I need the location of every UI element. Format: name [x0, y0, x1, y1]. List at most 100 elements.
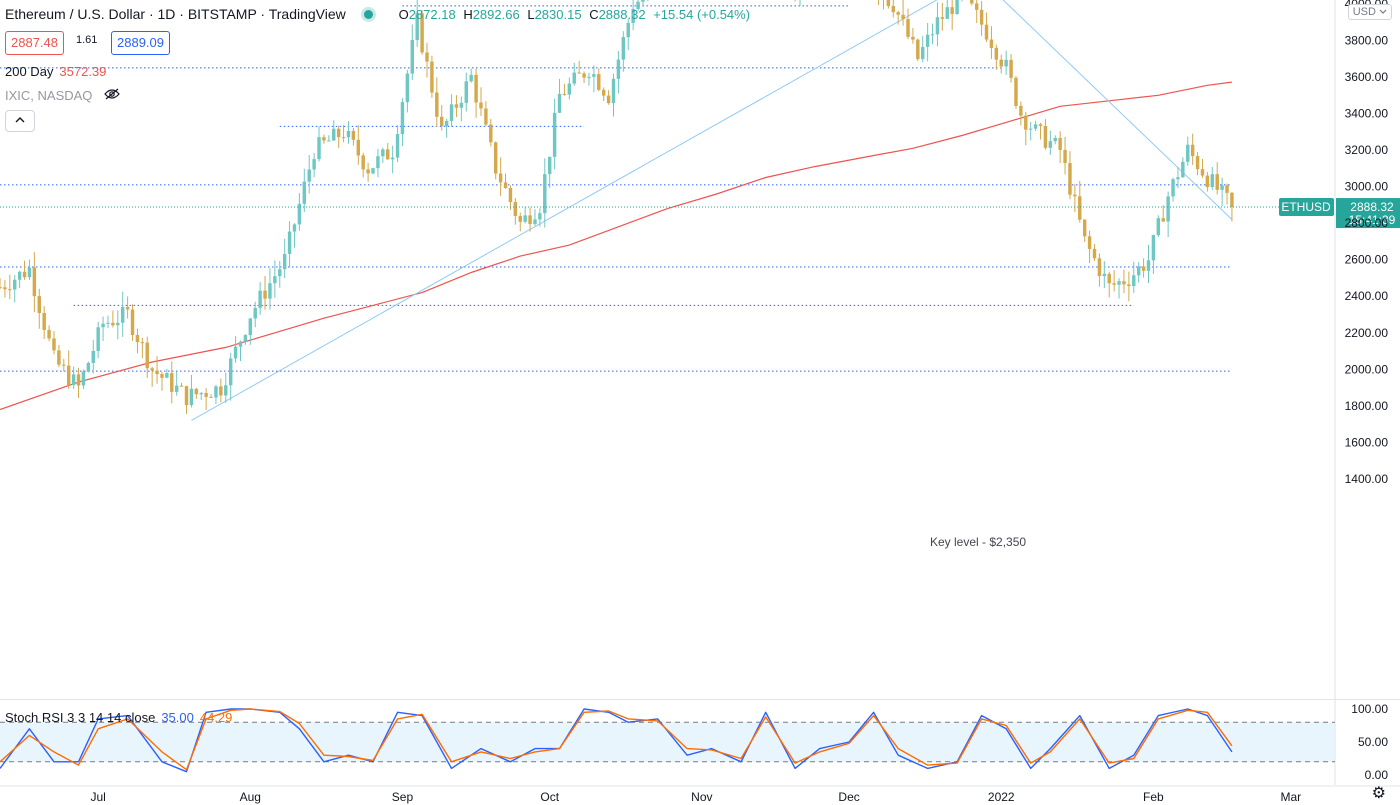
candle-body: [449, 104, 454, 122]
ma-legend[interactable]: 200 Day 3572.39: [5, 64, 106, 79]
candle-body: [140, 342, 145, 344]
candle-body: [76, 374, 81, 386]
candle-down: [984, 12, 989, 43]
buy-price-button[interactable]: 2889.09: [111, 31, 170, 55]
candle-up: [390, 145, 395, 174]
candle-up: [91, 339, 95, 374]
candle-up: [572, 62, 576, 86]
candle-down: [508, 185, 513, 210]
candle-up: [621, 31, 626, 72]
candle-body: [911, 36, 915, 40]
candle-down: [882, 0, 884, 10]
candle-up: [1166, 191, 1170, 238]
candle-up: [557, 78, 562, 114]
candle-down: [606, 90, 611, 105]
candle-body: [1019, 105, 1023, 116]
candle-body: [557, 93, 562, 113]
candle-body: [1073, 194, 1077, 197]
candle-up: [312, 153, 316, 178]
time-tick-label: Nov: [691, 790, 712, 804]
candle-body: [1151, 235, 1156, 261]
collapse-legend-button[interactable]: [5, 110, 35, 132]
low-label: L: [527, 7, 535, 22]
time-tick-label: 2022: [988, 790, 1015, 804]
candle-up: [253, 301, 257, 328]
candle-up: [587, 72, 591, 86]
candle-body: [327, 140, 331, 142]
candle-up: [1186, 136, 1190, 166]
candle-body: [547, 156, 552, 175]
candle-body: [454, 104, 459, 108]
candle-body: [366, 169, 370, 174]
candle-body: [1146, 260, 1151, 271]
candle-body: [0, 287, 2, 289]
candle-down: [518, 212, 522, 232]
candle-down: [1068, 151, 1072, 200]
candle-down: [1225, 183, 1229, 205]
compare-legend[interactable]: IXIC, NASDAQ: [5, 88, 120, 103]
candle-body: [361, 155, 365, 170]
candle-body: [503, 182, 508, 189]
horizontal-levels: [0, 5, 1232, 372]
hidden-eye-icon[interactable]: [104, 88, 120, 103]
candle-body: [150, 368, 154, 371]
candle-body: [400, 102, 405, 135]
candle-body: [287, 231, 292, 254]
candle-down: [974, 0, 979, 24]
candle-up: [27, 259, 32, 281]
candle-up: [278, 261, 282, 288]
candle-body: [52, 338, 56, 351]
price-tick-label: 1800.00: [1345, 399, 1389, 413]
candle-up: [1117, 278, 1121, 299]
candle-body: [1166, 196, 1170, 222]
candle-down: [135, 328, 140, 354]
candle-up: [1102, 261, 1107, 289]
candle-down: [950, 0, 954, 31]
candle-down: [386, 142, 390, 160]
candle-up: [1053, 135, 1057, 145]
currency-selector[interactable]: USD: [1347, 4, 1392, 20]
candle-down: [130, 304, 135, 341]
candle-up: [268, 268, 272, 310]
symbol-title[interactable]: Ethereum / U.S. Dollar · 1D · BITSTAMP ·…: [5, 6, 346, 22]
candle-body: [925, 34, 930, 47]
candle-down: [361, 152, 365, 178]
trendlines: [191, 0, 1233, 421]
open-value: 2872.18: [408, 7, 456, 22]
candle-body: [1043, 126, 1048, 148]
candle-down: [582, 71, 586, 83]
candle-body: [111, 322, 115, 326]
candle-body: [533, 219, 537, 225]
price-tick-label: 2600.00: [1345, 253, 1389, 267]
candle-body: [425, 52, 429, 62]
candle-down: [420, 9, 424, 55]
candle-up: [935, 2, 940, 47]
candle-up: [1151, 234, 1156, 275]
stoch-legend[interactable]: Stoch RSI 3 3 14 14 close 35.00 44.29: [5, 710, 232, 725]
candle-down: [577, 60, 581, 74]
candle-body: [22, 271, 27, 278]
candle-up: [626, 18, 630, 50]
candle-down: [184, 385, 189, 414]
candle-body: [228, 358, 233, 386]
candle-body: [57, 350, 61, 365]
candle-down: [8, 274, 12, 300]
candle-up: [1220, 177, 1224, 206]
market-open-icon: [363, 10, 373, 20]
price-tick-label: 3600.00: [1345, 70, 1389, 84]
candle-body: [1053, 138, 1057, 142]
candle-down: [484, 101, 488, 126]
candle-down: [999, 54, 1003, 74]
candle-up: [444, 118, 449, 138]
candle-down: [474, 68, 478, 118]
candle-body: [410, 40, 414, 74]
candle-body: [498, 173, 503, 183]
sell-price-button[interactable]: 2887.48: [5, 31, 64, 55]
candle-body: [307, 169, 311, 182]
candle-down: [209, 394, 213, 398]
candle-body: [970, 0, 974, 4]
gear-icon[interactable]: ⚙: [1371, 785, 1386, 802]
candle-body: [37, 296, 41, 313]
